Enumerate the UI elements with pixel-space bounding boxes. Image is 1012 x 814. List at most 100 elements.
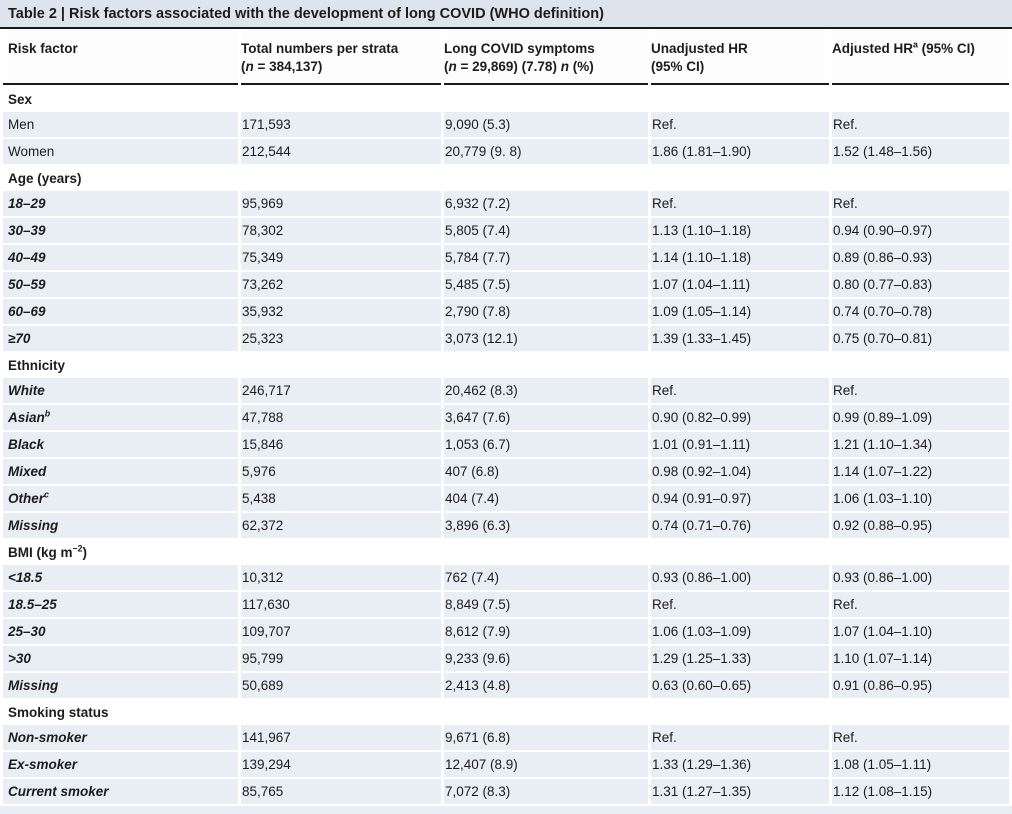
row-label: 50–59: [3, 270, 238, 297]
data-cell: 1.31 (1.27–1.35): [651, 777, 829, 804]
table-row: 60–69 35,932 2,790 (7.8) 1.09 (1.05–1.14…: [3, 297, 1009, 324]
row-label: Missing: [3, 671, 238, 698]
data-cell: 62,372: [241, 511, 441, 538]
row-label: 25–30: [3, 617, 238, 644]
table-row: Missing 62,372 3,896 (6.3) 0.74 (0.71–0.…: [3, 511, 1009, 538]
table-row: Otherc 5,438 404 (7.4) 0.94 (0.91–0.97) …: [3, 484, 1009, 511]
data-cell: Ref.: [832, 376, 1009, 403]
data-cell: 2,790 (7.8): [444, 297, 648, 324]
row-label: Asianb: [3, 403, 238, 430]
section-header-row: Ethnicity: [3, 351, 1009, 376]
section-header-row: Sex: [3, 85, 1009, 110]
data-cell: 5,438: [241, 484, 441, 511]
data-cell: Ref.: [651, 189, 829, 216]
row-label: Mixed: [3, 457, 238, 484]
data-cell: Ref.: [832, 189, 1009, 216]
data-cell: 10,312: [241, 563, 441, 590]
row-label: 30–39: [3, 216, 238, 243]
section-label: Sex: [3, 85, 1009, 110]
row-label: <18.5: [3, 563, 238, 590]
row-label: Current smoker: [3, 777, 238, 804]
data-cell: Ref.: [651, 723, 829, 750]
row-label: Men: [3, 110, 238, 137]
data-cell: Ref.: [832, 110, 1009, 137]
table-row: Current smoker 85,765 7,072 (8.3) 1.31 (…: [3, 777, 1009, 804]
row-label: 18.5–25: [3, 590, 238, 617]
table-row: Missing 50,689 2,413 (4.8) 0.63 (0.60–0.…: [3, 671, 1009, 698]
table-row: 30–39 78,302 5,805 (7.4) 1.13 (1.10–1.18…: [3, 216, 1009, 243]
data-cell: 1.06 (1.03–1.10): [832, 484, 1009, 511]
data-cell: 0.89 (0.86–0.93): [832, 243, 1009, 270]
data-cell: 35,932: [241, 297, 441, 324]
section-label: Age (years): [3, 164, 1009, 189]
data-cell: 85,765: [241, 777, 441, 804]
section-header-row: Age (years): [3, 164, 1009, 189]
data-cell: 0.75 (0.70–0.81): [832, 324, 1009, 351]
data-cell: 109,707: [241, 617, 441, 644]
data-cell: 3,073 (12.1): [444, 324, 648, 351]
data-cell: 0.99 (0.89–1.09): [832, 403, 1009, 430]
table-row: Black 15,846 1,053 (6.7) 1.01 (0.91–1.11…: [3, 430, 1009, 457]
data-cell: 5,784 (7.7): [444, 243, 648, 270]
data-cell: 117,630: [241, 590, 441, 617]
data-cell: 95,799: [241, 644, 441, 671]
data-cell: 15,846: [241, 430, 441, 457]
row-label: 60–69: [3, 297, 238, 324]
data-cell: 1.09 (1.05–1.14): [651, 297, 829, 324]
table-row: Women 212,544 20,779 (9. 8) 1.86 (1.81–1…: [3, 137, 1009, 164]
data-cell: Ref.: [651, 110, 829, 137]
data-cell: 6,932 (7.2): [444, 189, 648, 216]
data-cell: 171,593: [241, 110, 441, 137]
data-cell: 762 (7.4): [444, 563, 648, 590]
data-cell: 73,262: [241, 270, 441, 297]
table-row: 50–59 73,262 5,485 (7.5) 1.07 (1.04–1.11…: [3, 270, 1009, 297]
data-cell: 1.01 (0.91–1.11): [651, 430, 829, 457]
data-cell: Ref.: [651, 590, 829, 617]
section-label: Ethnicity: [3, 351, 1009, 376]
data-cell: 0.98 (0.92–1.04): [651, 457, 829, 484]
data-cell: 2,413 (4.8): [444, 671, 648, 698]
data-cell: 1.07 (1.04–1.10): [832, 617, 1009, 644]
data-cell: 0.90 (0.82–0.99): [651, 403, 829, 430]
table-row: Mixed 5,976 407 (6.8) 0.98 (0.92–1.04) 1…: [3, 457, 1009, 484]
data-cell: 1.08 (1.05–1.11): [832, 750, 1009, 777]
row-label: ≥70: [3, 324, 238, 351]
table-row: <18.5 10,312 762 (7.4) 0.93 (0.86–1.00) …: [3, 563, 1009, 590]
data-cell: 404 (7.4): [444, 484, 648, 511]
data-cell: 1.29 (1.25–1.33): [651, 644, 829, 671]
section-header-row: Smoking status: [3, 698, 1009, 723]
column-header-long-covid-symptoms: Long COVID symptoms (n = 29,869) (7.78) n…: [444, 29, 648, 85]
data-cell: 47,788: [241, 403, 441, 430]
row-label: Missing: [3, 511, 238, 538]
data-cell: 0.74 (0.70–0.78): [832, 297, 1009, 324]
data-cell: 1.06 (1.03–1.09): [651, 617, 829, 644]
table-title: Table 2 | Risk factors associated with t…: [0, 0, 1012, 29]
column-header-adjusted-hr: Adjusted HRa (95% CI): [832, 29, 1009, 85]
data-cell: 5,976: [241, 457, 441, 484]
row-label: Black: [3, 430, 238, 457]
table-row: >30 95,799 9,233 (9.6) 1.29 (1.25–1.33) …: [3, 644, 1009, 671]
table-row: Asianb 47,788 3,647 (7.6) 0.90 (0.82–0.9…: [3, 403, 1009, 430]
table-row: 40–49 75,349 5,784 (7.7) 1.14 (1.10–1.18…: [3, 243, 1009, 270]
data-cell: 1.33 (1.29–1.36): [651, 750, 829, 777]
data-cell: 8,612 (7.9): [444, 617, 648, 644]
data-cell: 0.74 (0.71–0.76): [651, 511, 829, 538]
table-row: White 246,717 20,462 (8.3) Ref. Ref.: [3, 376, 1009, 403]
table-row: 18.5–25 117,630 8,849 (7.5) Ref. Ref.: [3, 590, 1009, 617]
row-label: 40–49: [3, 243, 238, 270]
data-cell: 7,072 (8.3): [444, 777, 648, 804]
column-header-risk-factor: Risk factor: [3, 29, 238, 85]
data-cell: 0.91 (0.86–0.95): [832, 671, 1009, 698]
data-cell: 0.94 (0.91–0.97): [651, 484, 829, 511]
data-cell: 3,647 (7.6): [444, 403, 648, 430]
data-cell: 1.39 (1.33–1.45): [651, 324, 829, 351]
data-cell: 1.12 (1.08–1.15): [832, 777, 1009, 804]
cutoff-next-row-sliver: [0, 806, 1012, 814]
data-cell: Ref.: [832, 590, 1009, 617]
data-cell: 0.80 (0.77–0.83): [832, 270, 1009, 297]
table-row: Men 171,593 9,090 (5.3) Ref. Ref.: [3, 110, 1009, 137]
row-label: >30: [3, 644, 238, 671]
data-cell: 0.93 (0.86–1.00): [651, 563, 829, 590]
section-header-row: BMI (kg m−2): [3, 538, 1009, 563]
table-body: Sex Men 171,593 9,090 (5.3) Ref. Ref. Wo…: [3, 85, 1009, 804]
